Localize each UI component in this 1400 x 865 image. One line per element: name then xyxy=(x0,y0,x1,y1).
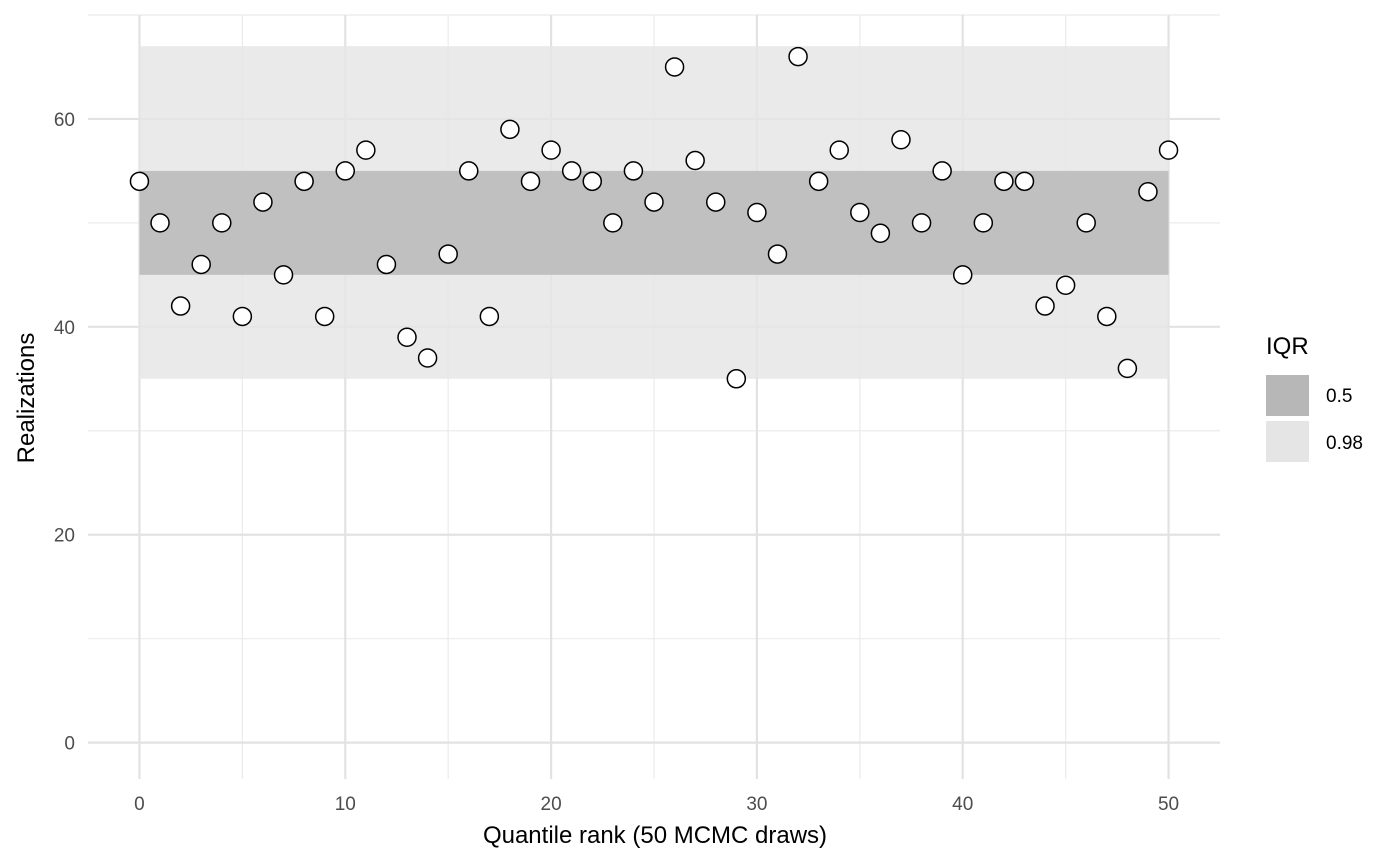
data-point xyxy=(788,46,808,67)
data-point xyxy=(623,161,644,181)
x-axis-title: Quantile rank (50 MCMC draws) xyxy=(483,822,827,849)
data-point xyxy=(644,192,664,212)
data-point xyxy=(973,213,994,233)
data-point xyxy=(808,171,829,192)
data-point xyxy=(459,161,479,181)
data-point xyxy=(376,254,397,275)
data-point xyxy=(294,171,314,192)
legend-label-0-5: 0.5 xyxy=(1326,386,1352,407)
y-tick-label: 60 xyxy=(54,110,75,131)
data-point xyxy=(891,129,911,150)
data-point xyxy=(253,192,273,212)
data-point xyxy=(1117,358,1138,379)
data-point xyxy=(850,202,870,223)
data-point xyxy=(1055,275,1076,296)
data-point xyxy=(952,265,973,285)
data-point xyxy=(994,171,1014,192)
legend-title: IQR xyxy=(1266,333,1309,360)
data-point xyxy=(1138,181,1158,202)
y-axis-title: Realizations xyxy=(13,333,40,464)
data-point xyxy=(314,306,335,327)
data-point xyxy=(1076,213,1096,233)
data-point xyxy=(870,223,891,244)
y-axis-ticks: 0 20 40 60 xyxy=(54,110,75,755)
data-point xyxy=(1035,296,1055,316)
data-point xyxy=(479,306,500,327)
data-point xyxy=(603,213,623,233)
x-tick-label: 0 xyxy=(134,794,145,815)
data-point xyxy=(438,244,458,264)
legend-key-0-98 xyxy=(1266,421,1309,462)
data-point xyxy=(212,213,232,233)
y-tick-label: 0 xyxy=(64,734,75,755)
data-point xyxy=(767,244,788,264)
y-tick-label: 20 xyxy=(54,526,75,547)
data-point xyxy=(273,265,294,285)
x-tick-label: 10 xyxy=(335,794,356,815)
data-point xyxy=(561,161,582,181)
legend-key-0-5 xyxy=(1266,375,1309,416)
data-point xyxy=(664,57,685,77)
data-point xyxy=(232,306,253,327)
data-point xyxy=(829,140,849,160)
data-point xyxy=(520,171,541,192)
data-point xyxy=(129,171,150,192)
iqr-bands xyxy=(139,46,1169,379)
x-tick-label: 40 xyxy=(952,794,973,815)
data-points xyxy=(129,46,1179,389)
data-point xyxy=(1014,171,1035,192)
data-point xyxy=(911,213,932,233)
data-point xyxy=(170,296,191,316)
x-tick-label: 20 xyxy=(541,794,562,815)
data-point xyxy=(1097,306,1117,327)
data-point xyxy=(397,327,417,347)
data-point xyxy=(747,202,767,223)
x-tick-label: 50 xyxy=(1158,794,1179,815)
data-point xyxy=(335,161,356,181)
data-point xyxy=(685,150,705,171)
data-point xyxy=(726,369,747,389)
data-point xyxy=(500,119,520,140)
data-point xyxy=(705,192,726,212)
data-point xyxy=(356,140,376,160)
data-point xyxy=(417,348,438,368)
data-point xyxy=(191,254,211,275)
data-point xyxy=(932,161,952,181)
data-point xyxy=(150,213,170,233)
legend-label-0-98: 0.98 xyxy=(1326,433,1363,454)
legend: IQR 0.5 0.98 xyxy=(1266,333,1363,462)
data-point xyxy=(1158,140,1179,160)
x-axis-ticks: 0 10 20 30 40 50 xyxy=(134,794,1179,815)
data-point xyxy=(582,171,603,192)
x-tick-label: 30 xyxy=(746,794,767,815)
iqr-band-0-5 xyxy=(139,170,1169,275)
data-point xyxy=(541,140,561,160)
y-tick-label: 40 xyxy=(54,318,75,339)
